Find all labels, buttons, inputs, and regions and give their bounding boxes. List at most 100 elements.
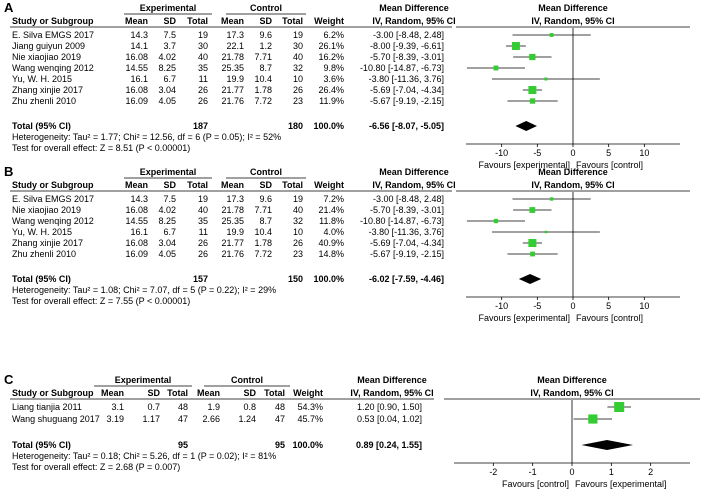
overall-effect-text: Test for overall effect: Z = 8.51 (P < 0…	[12, 143, 190, 153]
exp-sd: 4.05	[158, 249, 176, 259]
study-weight: 21.4%	[318, 205, 344, 215]
total-ci-text: -6.02 [-7.59, -4.46]	[369, 274, 444, 284]
study-ci-text: -10.80 [-14.87, -6.73]	[360, 63, 444, 73]
x-tick-label: 5	[606, 301, 611, 311]
study-row: E. Silva EMGS 2017 14.3 7.5 19 17.3 9.6 19 6.2%…	[12, 30, 591, 40]
overall-effect-text: Test for overall effect: Z = 7.55 (P < 0…	[12, 296, 190, 306]
x-tick-label: -5	[533, 301, 541, 311]
study-ci-text: -5.69 [-7.04, -4.34]	[370, 238, 444, 248]
pooled-effect-diamond	[581, 440, 633, 450]
ctl-sd: 10.4	[254, 74, 272, 84]
study-ci-text: -5.67 [-9.19, -2.15]	[370, 249, 444, 259]
total-weight: 100.0%	[313, 121, 344, 131]
total-label: Total (95% CI)	[12, 274, 71, 284]
study-name: Wang wenqing 2012	[12, 63, 94, 73]
ctl-mean: 25.35	[221, 216, 244, 226]
study-effect-marker	[549, 33, 554, 37]
column-header-ctl-mean: Mean	[197, 388, 220, 398]
study-effect-marker	[528, 86, 537, 94]
total-exp-n: 95	[178, 440, 188, 450]
column-header-exp-mean: Mean	[125, 180, 148, 190]
study-weight: 40.9%	[318, 238, 344, 248]
study-row: Wang wenqing 2012 14.55 8.25 35 25.35 8.7 32 11…	[12, 216, 525, 226]
ctl-sd: 10.4	[254, 227, 272, 237]
ctl-total: 30	[293, 41, 303, 51]
column-header-ctl-total: Total	[264, 388, 285, 398]
study-ci-text: -3.00 [-8.48, 2.48]	[373, 194, 444, 204]
column-header-ctl-sd: SD	[243, 388, 256, 398]
study-effect-marker	[511, 42, 520, 50]
overall-effect-text: Test for overall effect: Z = 2.68 (P = 0…	[12, 462, 180, 472]
experimental-header: Experimental	[140, 167, 197, 177]
control-header: Control	[250, 3, 282, 13]
column-header-weight: Weight	[314, 180, 344, 190]
column-header-weight: Weight	[293, 388, 323, 398]
study-ci-text: -3.00 [-8.48, 2.48]	[373, 30, 444, 40]
ctl-sd: 1.78	[254, 238, 272, 248]
total-ctl-n: 180	[288, 121, 303, 131]
exp-total: 19	[198, 30, 208, 40]
ctl-sd: 1.24	[238, 414, 256, 424]
ctl-sd: 7.71	[254, 52, 272, 62]
study-row: Nie xiaojiao 2019 16.08 4.02 40 21.78 7.71 40 1…	[12, 52, 552, 62]
ctl-total: 40	[293, 205, 303, 215]
plot-md-header: Mean Difference	[538, 3, 608, 13]
total-weight: 100.0%	[313, 274, 344, 284]
ctl-total: 10	[293, 74, 303, 84]
exp-sd: 8.25	[158, 216, 176, 226]
study-weight: 45.7%	[297, 414, 323, 424]
ctl-mean: 17.3	[226, 194, 244, 204]
ctl-total: 32	[293, 63, 303, 73]
study-name: Zhu zhenli 2010	[12, 96, 76, 106]
x-tick-label: -5	[533, 148, 541, 158]
exp-mean: 14.55	[125, 63, 148, 73]
ctl-mean: 21.77	[221, 85, 244, 95]
favours-right-label: Favours [experimental]	[575, 479, 667, 489]
exp-mean: 16.1	[130, 227, 148, 237]
exp-sd: 3.04	[158, 85, 176, 95]
column-header-study: Study or Subgroup	[12, 16, 94, 26]
ctl-mean: 1.9	[207, 402, 220, 412]
ctl-total: 23	[293, 96, 303, 106]
study-row: Zhu zhenli 2010 16.09 4.05 26 21.76 7.72 23 11.…	[12, 96, 558, 106]
study-effect-marker	[529, 207, 536, 213]
study-name: E. Silva EMGS 2017	[12, 194, 94, 204]
exp-sd: 7.5	[163, 30, 176, 40]
x-tick-label: 1	[609, 467, 614, 477]
heterogeneity-text: Heterogeneity: Tau² = 0.18; Chi² = 5.26,…	[12, 451, 276, 461]
exp-mean: 16.09	[125, 249, 148, 259]
exp-sd: 3.7	[163, 41, 176, 51]
total-weight: 100.0%	[292, 440, 323, 450]
study-name: Liang tianjia 2011	[12, 402, 82, 412]
ctl-mean: 21.78	[221, 52, 244, 62]
study-weight: 4.0%	[323, 227, 344, 237]
exp-sd: 4.02	[158, 205, 176, 215]
exp-total: 47	[178, 414, 188, 424]
x-tick-label: -10	[495, 148, 508, 158]
panel-label: A	[4, 0, 14, 15]
total-exp-n: 157	[193, 274, 208, 284]
pooled-effect-diamond	[515, 121, 537, 131]
plot-header-md-method: IV, Random, 95% CI	[531, 16, 614, 26]
study-ci-text: 0.53 [0.04, 1.02]	[357, 414, 422, 424]
study-row: Yu, W. H. 2015 16.1 6.7 11 19.9 10.4 10 3.6% -3.…	[12, 74, 600, 84]
ctl-total: 26	[293, 238, 303, 248]
column-header-ctl-total: Total	[282, 180, 303, 190]
panel-label: C	[4, 372, 14, 387]
md-header: Mean Difference	[379, 167, 449, 177]
exp-mean: 16.1	[130, 74, 148, 84]
exp-mean: 14.55	[125, 216, 148, 226]
total-ci-text: 0.89 [0.24, 1.55]	[356, 440, 422, 450]
study-name: Yu, W. H. 2015	[12, 227, 72, 237]
column-header-md-method: IV, Random, 95% CI	[350, 388, 433, 398]
plot-md-header: Mean Difference	[538, 167, 608, 177]
exp-total: 40	[198, 205, 208, 215]
study-name: Yu, W. H. 2015	[12, 74, 72, 84]
x-tick-label: 10	[639, 301, 649, 311]
study-name: Nie xiaojiao 2019	[12, 52, 81, 62]
exp-total: 19	[198, 194, 208, 204]
exp-mean: 3.19	[106, 414, 124, 424]
exp-total: 35	[198, 63, 208, 73]
study-ci-text: -3.80 [-11.36, 3.76]	[369, 227, 444, 237]
ctl-sd: 0.8	[243, 402, 256, 412]
